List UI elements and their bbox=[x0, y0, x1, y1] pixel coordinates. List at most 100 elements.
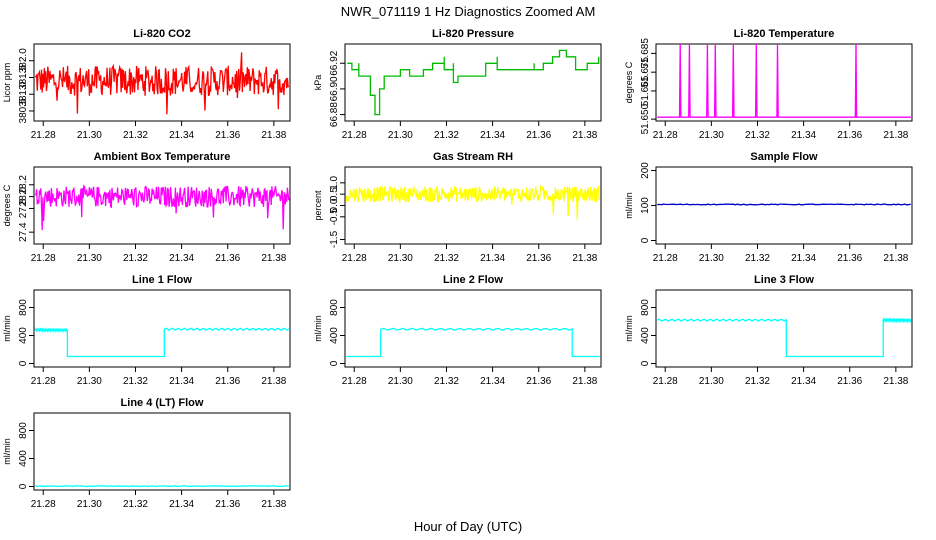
y-tick-label: 51.675 bbox=[640, 56, 651, 87]
plot-frame bbox=[33, 289, 291, 368]
y-axis-label: ml/min bbox=[2, 438, 12, 465]
x-tick-label: 21.38 bbox=[572, 130, 597, 141]
panel-9: Line 4 (LT) Flow ml/min 21.28 21.30 21.32 21.… bbox=[2, 397, 291, 510]
panel-title: Line 3 Flow bbox=[754, 274, 814, 286]
x-tick-label: 21.38 bbox=[883, 376, 908, 387]
series-line bbox=[657, 203, 911, 206]
x-tick-label: 21.34 bbox=[169, 499, 194, 510]
y-axis-label: ml/min bbox=[313, 315, 323, 342]
x-tick-label: 21.34 bbox=[791, 376, 816, 387]
x-tick-label: 21.36 bbox=[215, 130, 240, 141]
plot-frame bbox=[33, 166, 291, 245]
y-tick-label: 800 bbox=[18, 299, 29, 316]
y-tick-label: 1.0 bbox=[329, 175, 340, 189]
y-tick-label: 27.4 bbox=[18, 222, 29, 242]
x-tick-label: 21.34 bbox=[791, 253, 816, 264]
x-tick-label: 21.38 bbox=[261, 130, 286, 141]
x-tick-label: 21.32 bbox=[123, 376, 148, 387]
x-tick-label: 21.28 bbox=[31, 499, 56, 510]
y-axis-label: degrees C bbox=[624, 61, 634, 103]
plot-frame bbox=[344, 166, 602, 245]
x-tick-label: 21.30 bbox=[699, 130, 724, 141]
x-tick-label: 21.36 bbox=[526, 253, 551, 264]
series-line bbox=[34, 327, 290, 358]
panel-0: Li-820 CO2 Licor ppm 21.28 21.30 21.32 21.34 2… bbox=[2, 28, 291, 141]
y-tick-label: 100 bbox=[640, 197, 651, 214]
x-tick-label: 21.30 bbox=[77, 130, 102, 141]
x-tick-label: 21.32 bbox=[745, 130, 770, 141]
y-tick-label: 381.5 bbox=[18, 65, 29, 90]
x-tick-label: 21.36 bbox=[526, 130, 551, 141]
y-tick-label: 400 bbox=[329, 327, 340, 344]
figure-xlabel: Hour of Day (UTC) bbox=[414, 519, 522, 534]
y-tick-label: 51.665 bbox=[640, 75, 651, 106]
y-tick-label: 0.5 bbox=[329, 187, 340, 201]
y-tick-label: 381.0 bbox=[18, 81, 29, 106]
series-line bbox=[345, 184, 601, 220]
panels-group: Li-820 CO2 Licor ppm 21.28 21.30 21.32 21.34 2… bbox=[2, 28, 913, 510]
panel-title: Sample Flow bbox=[750, 151, 818, 163]
x-tick-label: 21.30 bbox=[388, 253, 413, 264]
plot-frame bbox=[344, 43, 602, 122]
x-tick-label: 21.36 bbox=[837, 130, 862, 141]
x-tick-label: 21.32 bbox=[434, 130, 459, 141]
y-axis-label: ml/min bbox=[2, 315, 12, 342]
y-axis-label: ml/min bbox=[624, 315, 634, 342]
x-tick-label: 21.36 bbox=[215, 499, 240, 510]
y-tick-label: 380.5 bbox=[18, 98, 29, 123]
panel-title: Li-820 CO2 bbox=[133, 28, 190, 40]
x-tick-label: 21.28 bbox=[342, 253, 367, 264]
plot-frame bbox=[655, 166, 913, 245]
x-tick-label: 21.30 bbox=[77, 499, 102, 510]
x-tick-label: 21.30 bbox=[388, 130, 413, 141]
x-tick-label: 21.32 bbox=[745, 376, 770, 387]
y-axis-label: percent bbox=[313, 190, 323, 221]
x-tick-label: 21.30 bbox=[388, 376, 413, 387]
x-tick-label: 21.28 bbox=[31, 376, 56, 387]
x-tick-label: 21.34 bbox=[480, 253, 505, 264]
x-tick-label: 21.36 bbox=[215, 253, 240, 264]
y-tick-label: 0 bbox=[640, 237, 651, 243]
x-tick-label: 21.38 bbox=[572, 376, 597, 387]
y-tick-label: 0 bbox=[329, 360, 340, 366]
x-tick-label: 21.32 bbox=[123, 253, 148, 264]
y-tick-label: 800 bbox=[329, 299, 340, 316]
x-tick-label: 21.28 bbox=[653, 130, 678, 141]
x-tick-label: 21.38 bbox=[883, 130, 908, 141]
panel-title: Line 4 (LT) Flow bbox=[121, 397, 204, 409]
y-tick-label: 28.2 bbox=[18, 175, 29, 195]
x-tick-label: 21.34 bbox=[480, 376, 505, 387]
y-tick-label: 0.0 bbox=[329, 198, 340, 212]
panel-title: Line 1 Flow bbox=[132, 274, 192, 286]
plot-frame bbox=[33, 412, 291, 491]
x-tick-label: 21.34 bbox=[480, 130, 505, 141]
y-tick-label: 0 bbox=[18, 483, 29, 489]
x-tick-label: 21.38 bbox=[261, 253, 286, 264]
x-tick-label: 21.28 bbox=[342, 376, 367, 387]
y-tick-label: 28.0 bbox=[18, 186, 29, 206]
y-tick-label: 0 bbox=[640, 360, 651, 366]
x-tick-label: 21.28 bbox=[653, 376, 678, 387]
y-tick-label: -1.5 bbox=[329, 230, 340, 248]
figure-title: NWR_071119 1 Hz Diagnostics Zoomed AM bbox=[341, 4, 596, 19]
x-tick-label: 21.38 bbox=[883, 253, 908, 264]
panel-title: Line 2 Flow bbox=[443, 274, 503, 286]
y-tick-label: 200 bbox=[640, 162, 651, 179]
y-tick-label: 800 bbox=[18, 422, 29, 439]
y-tick-label: 400 bbox=[18, 327, 29, 344]
y-tick-label: 66.92 bbox=[329, 50, 340, 75]
x-tick-label: 21.36 bbox=[526, 376, 551, 387]
x-tick-label: 21.28 bbox=[31, 130, 56, 141]
x-tick-label: 21.32 bbox=[123, 130, 148, 141]
x-tick-label: 21.38 bbox=[261, 376, 286, 387]
y-axis-label: ml/min bbox=[624, 192, 634, 219]
x-tick-label: 21.32 bbox=[123, 499, 148, 510]
panel-2: Li-820 Temperature degrees C 21.28 21.30 21.… bbox=[624, 28, 913, 141]
series-line bbox=[657, 43, 911, 118]
series-line bbox=[656, 317, 912, 358]
x-tick-label: 21.30 bbox=[699, 253, 724, 264]
series-line bbox=[347, 49, 600, 116]
panel-title: Li-820 Pressure bbox=[432, 28, 514, 40]
plot-frame bbox=[655, 289, 913, 368]
